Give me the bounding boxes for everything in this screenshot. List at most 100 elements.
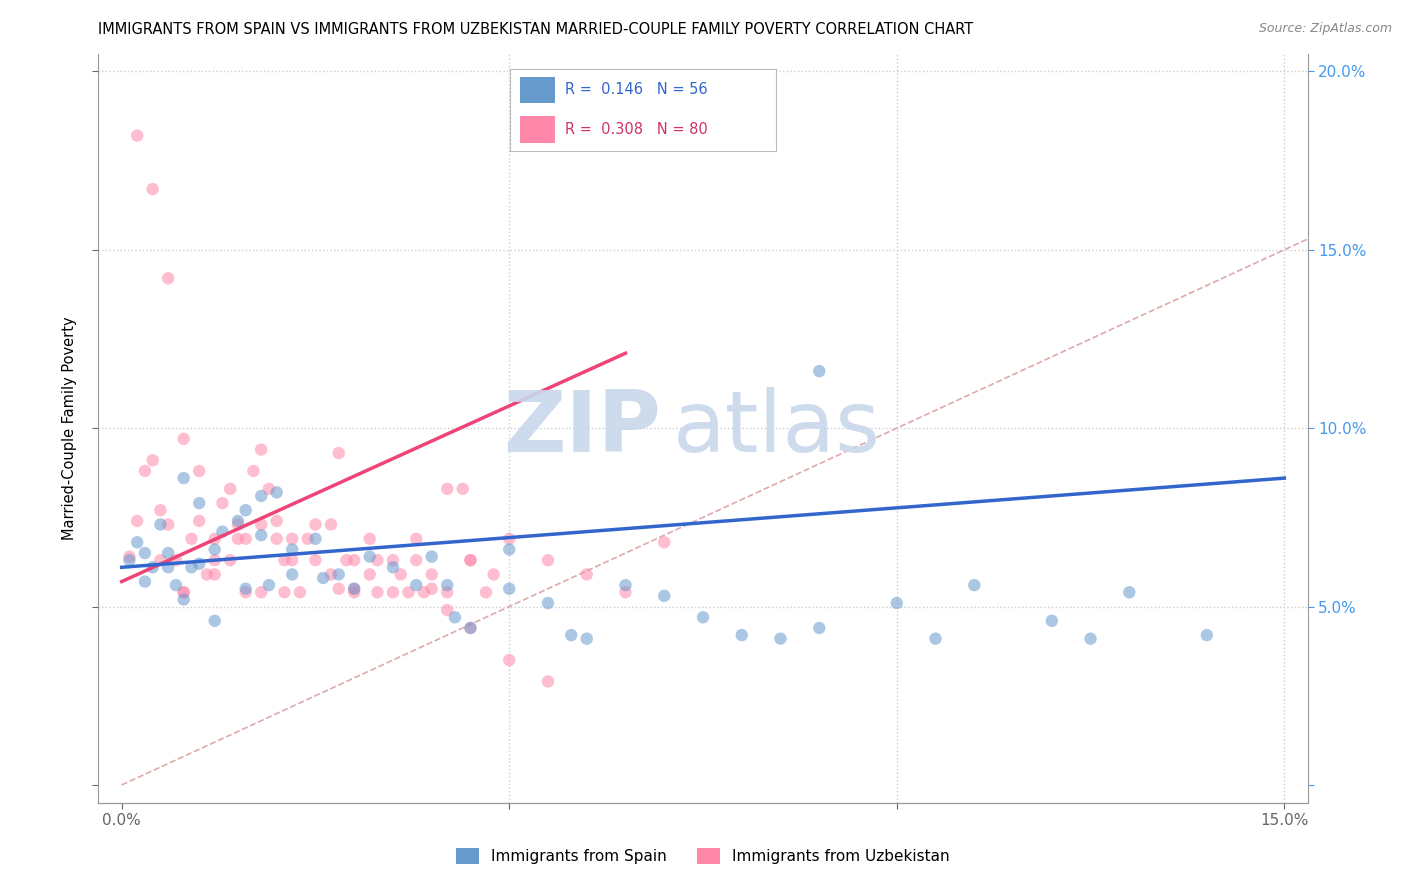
Point — [436, 578, 458, 592]
Point — [436, 585, 458, 599]
Point — [560, 628, 582, 642]
Point — [328, 582, 350, 596]
Point — [808, 364, 831, 378]
Point — [273, 553, 295, 567]
Point — [420, 549, 443, 564]
Point — [211, 524, 233, 539]
Point — [460, 621, 482, 635]
Point — [257, 482, 280, 496]
Point — [1040, 614, 1063, 628]
Point — [413, 585, 436, 599]
Point — [460, 553, 482, 567]
Point — [436, 603, 458, 617]
Point — [319, 567, 342, 582]
Point — [1080, 632, 1102, 646]
Point — [886, 596, 908, 610]
Point — [235, 532, 257, 546]
Point — [808, 621, 831, 635]
Point — [498, 582, 520, 596]
Point — [575, 632, 598, 646]
Point — [498, 653, 520, 667]
Text: ZIP: ZIP — [503, 386, 661, 470]
Point — [157, 517, 180, 532]
Point — [134, 464, 156, 478]
Point — [451, 482, 474, 496]
Point — [204, 542, 226, 557]
Point — [288, 585, 311, 599]
Text: Source: ZipAtlas.com: Source: ZipAtlas.com — [1258, 22, 1392, 36]
Point — [134, 546, 156, 560]
Point — [537, 596, 560, 610]
Point — [211, 496, 233, 510]
Point — [142, 453, 165, 467]
Point — [436, 482, 458, 496]
Point — [328, 567, 350, 582]
Point — [219, 553, 242, 567]
Point — [328, 446, 350, 460]
Point — [173, 592, 195, 607]
Point — [157, 560, 180, 574]
Point — [343, 553, 366, 567]
Point — [359, 532, 381, 546]
Point — [319, 517, 342, 532]
Point — [235, 585, 257, 599]
Text: IMMIGRANTS FROM SPAIN VS IMMIGRANTS FROM UZBEKISTAN MARRIED-COUPLE FAMILY POVERT: IMMIGRANTS FROM SPAIN VS IMMIGRANTS FROM… — [98, 22, 974, 37]
Point — [335, 553, 357, 567]
Point — [226, 532, 249, 546]
Point — [1118, 585, 1140, 599]
Point — [188, 464, 211, 478]
Point — [118, 549, 141, 564]
Point — [173, 585, 195, 599]
Point — [204, 567, 226, 582]
Point — [359, 549, 381, 564]
Point — [257, 578, 280, 592]
Point — [118, 553, 141, 567]
Point — [281, 567, 304, 582]
Point — [250, 442, 273, 457]
Point — [242, 464, 264, 478]
Point — [343, 582, 366, 596]
Point — [381, 585, 404, 599]
Point — [204, 532, 226, 546]
Point — [692, 610, 714, 624]
Point — [398, 585, 420, 599]
Point — [405, 578, 427, 592]
Point — [142, 182, 165, 196]
Point — [405, 532, 427, 546]
Point — [219, 482, 242, 496]
Point — [204, 553, 226, 567]
Point — [235, 503, 257, 517]
Point — [304, 553, 326, 567]
Y-axis label: Married-Couple Family Poverty: Married-Couple Family Poverty — [62, 317, 77, 540]
Point — [266, 514, 288, 528]
Point — [281, 542, 304, 557]
Point — [281, 553, 304, 567]
Point — [180, 532, 202, 546]
Point — [180, 560, 202, 574]
Point — [420, 582, 443, 596]
Point — [165, 553, 187, 567]
Point — [614, 578, 637, 592]
Point — [343, 582, 366, 596]
Point — [405, 553, 427, 567]
Point — [343, 585, 366, 599]
Point — [173, 585, 195, 599]
Point — [142, 560, 165, 574]
Point — [366, 585, 388, 599]
Point — [188, 514, 211, 528]
Point — [381, 560, 404, 574]
Point — [188, 496, 211, 510]
Point — [204, 614, 226, 628]
Point — [127, 514, 149, 528]
Point — [273, 585, 295, 599]
Point — [157, 546, 180, 560]
Point — [366, 553, 388, 567]
Point — [498, 532, 520, 546]
Point — [266, 485, 288, 500]
Point — [127, 535, 149, 549]
Point — [226, 514, 249, 528]
Point — [250, 517, 273, 532]
Point — [652, 589, 675, 603]
Point — [444, 610, 467, 624]
Point — [250, 489, 273, 503]
